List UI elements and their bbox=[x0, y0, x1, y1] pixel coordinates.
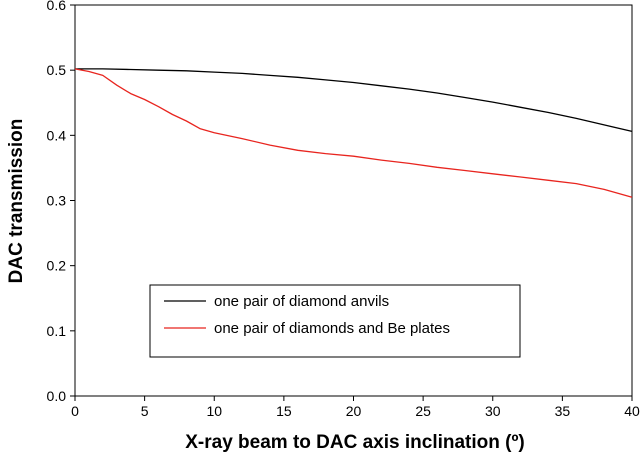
x-tick-label: 25 bbox=[415, 403, 431, 419]
x-axis: 0 5 10 15 20 25 30 35 40 bbox=[71, 396, 640, 419]
y-tick-label: 0.4 bbox=[47, 127, 67, 143]
x-tick-label: 0 bbox=[71, 403, 79, 419]
y-tick-label: 0.5 bbox=[47, 62, 67, 78]
x-tick-label: 30 bbox=[485, 403, 501, 419]
x-tick-label: 15 bbox=[276, 403, 292, 419]
y-tick-label: 0.1 bbox=[47, 323, 67, 339]
legend: one pair of diamond anvils one pair of d… bbox=[149, 284, 521, 358]
y-axis: 0.0 0.1 0.2 0.3 0.4 0.5 0.6 bbox=[47, 0, 75, 404]
series-line-1 bbox=[74, 68, 633, 198]
legend-label-diamond-anvils: one pair of diamond anvils bbox=[214, 293, 389, 310]
y-tick-label: 0.6 bbox=[47, 0, 67, 13]
y-tick-label: 0.0 bbox=[47, 388, 67, 404]
x-tick-label: 10 bbox=[206, 403, 222, 419]
y-tick-label: 0.3 bbox=[47, 193, 67, 209]
x-tick-label: 40 bbox=[624, 403, 640, 419]
x-tick-label: 20 bbox=[346, 403, 362, 419]
x-tick-label: 5 bbox=[141, 403, 149, 419]
x-tick-label: 35 bbox=[555, 403, 571, 419]
series-line-0 bbox=[75, 68, 633, 133]
legend-box bbox=[149, 284, 521, 358]
legend-label-diamonds-be-plates: one pair of diamonds and Be plates bbox=[214, 320, 450, 337]
y-tick-label: 0.2 bbox=[47, 258, 67, 274]
series-layer bbox=[74, 68, 633, 198]
x-axis-title: X-ray beam to DAC axis inclination (º) bbox=[185, 432, 525, 453]
y-axis-title: DAC transmission bbox=[6, 119, 27, 284]
